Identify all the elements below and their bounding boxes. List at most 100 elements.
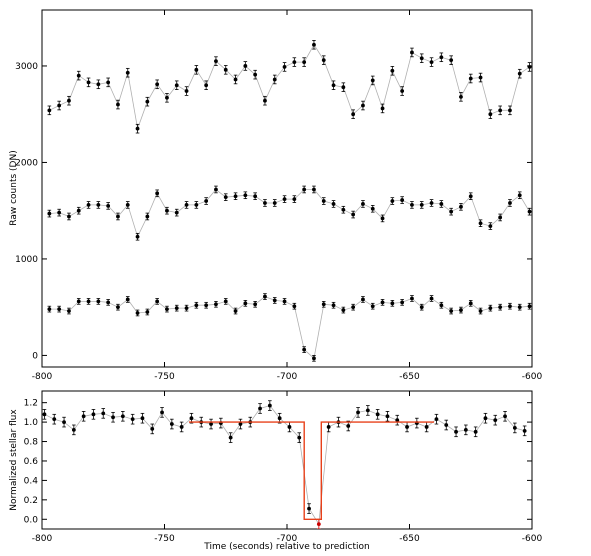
top-data-point (116, 102, 120, 107)
bottom-data-point (483, 416, 488, 421)
top-data-point (174, 306, 179, 311)
top-data-point (57, 307, 62, 312)
bottom-data-point (52, 417, 57, 422)
bottom-data-point (62, 420, 66, 424)
top-data-point (155, 299, 160, 304)
bottom-model-step-line (189, 421, 434, 520)
top-series-1-line (49, 188, 530, 238)
top-data-point (263, 201, 267, 205)
top-data-point (233, 77, 238, 82)
bottom-data-point (140, 416, 145, 421)
top-data-point (135, 126, 140, 131)
top-data-point (116, 214, 120, 219)
top-data-point (125, 203, 130, 207)
top-data-point (429, 296, 434, 301)
top-data-point (184, 203, 189, 207)
bottom-data-point (356, 410, 360, 415)
top-series-group (47, 39, 532, 362)
top-data-point (429, 60, 434, 65)
top-data-point (508, 108, 512, 113)
top-data-point (439, 55, 444, 60)
top-data-point (184, 306, 189, 311)
top-data-point (272, 201, 277, 205)
bottom-data-point (101, 411, 106, 416)
top-series-2-line (49, 296, 530, 360)
top-y-tick-label: 2000 (15, 158, 38, 168)
top-data-point (155, 191, 160, 196)
bottom-data-point (120, 414, 125, 419)
top-data-point (302, 187, 307, 192)
top-data-point (174, 210, 179, 215)
top-data-point (145, 99, 150, 104)
top-data-point (380, 106, 385, 111)
top-x-tick-label: -650 (399, 372, 420, 382)
top-data-point (233, 194, 238, 199)
top-data-point (468, 301, 473, 306)
top-data-point (204, 83, 209, 88)
bottom-data-point (258, 406, 262, 411)
bottom-x-ticks: -800 -750 -700 -650 -600 (32, 391, 542, 544)
top-data-point (498, 305, 503, 310)
top-data-point (400, 300, 405, 305)
bottom-data-point (385, 414, 390, 419)
top-data-point (468, 194, 473, 199)
bottom-x-axis-label: Time (seconds) relative to prediction (203, 542, 369, 552)
top-data-point (76, 73, 81, 78)
bottom-data-point (160, 410, 164, 415)
bottom-data-point (42, 412, 47, 417)
top-data-point (194, 67, 199, 72)
top-data-point (361, 202, 365, 206)
top-data-point (478, 75, 483, 80)
top-data-point (488, 224, 493, 229)
bottom-data-point (238, 422, 243, 426)
top-data-point (194, 203, 199, 207)
top-data-point (47, 307, 52, 312)
top-data-point (351, 305, 356, 310)
bottom-y-tick-label: 0.4 (24, 476, 39, 486)
top-data-point (184, 89, 189, 93)
top-data-point (263, 98, 267, 103)
bottom-data-point (365, 408, 370, 413)
bottom-data-point (375, 412, 380, 417)
top-x-tick-label: -600 (522, 372, 543, 382)
top-data-point (321, 199, 326, 203)
top-data-point (96, 82, 101, 87)
top-data-point (478, 221, 483, 226)
top-x-ticks: -800 -750 -700 -650 -600 (32, 10, 543, 382)
bottom-y-tick-label: 0.2 (24, 496, 38, 506)
top-y-axis-label: Raw counts (DN) (9, 150, 19, 225)
top-data-point (204, 303, 209, 308)
bottom-series-group (42, 400, 527, 529)
top-data-point (400, 198, 405, 202)
bottom-y-tick-label: 1.2 (24, 399, 38, 409)
bottom-data-point (346, 424, 351, 428)
top-data-point (67, 214, 71, 219)
top-data-point (214, 302, 218, 307)
top-data-point (116, 305, 120, 310)
top-data-point (86, 80, 91, 85)
top-data-point (125, 70, 130, 75)
top-data-point (527, 65, 532, 69)
top-data-point (331, 83, 336, 88)
top-data-point (361, 103, 365, 108)
top-data-point (312, 42, 316, 47)
top-data-point (243, 64, 248, 68)
top-data-point (263, 294, 267, 299)
top-data-point (390, 199, 395, 203)
bottom-panel-normalized-flux: -800 -750 -700 -650 -600 0.0 0.2 0.4 0.6 0.8 1.0 1… (9, 390, 542, 552)
top-x-tick-label: -750 (154, 372, 175, 382)
top-data-point (478, 309, 483, 313)
top-data-point (508, 201, 512, 205)
top-data-point (243, 301, 248, 306)
bottom-x-tick-label: -750 (154, 534, 175, 544)
top-data-point (331, 202, 336, 206)
top-data-point (439, 202, 444, 206)
top-data-point (488, 306, 493, 311)
top-x-tick-label: -800 (32, 372, 53, 382)
bottom-data-point (463, 427, 468, 432)
top-data-point (47, 211, 52, 216)
top-data-point (223, 299, 228, 304)
top-data-point (135, 311, 140, 315)
top-data-point (155, 82, 160, 87)
